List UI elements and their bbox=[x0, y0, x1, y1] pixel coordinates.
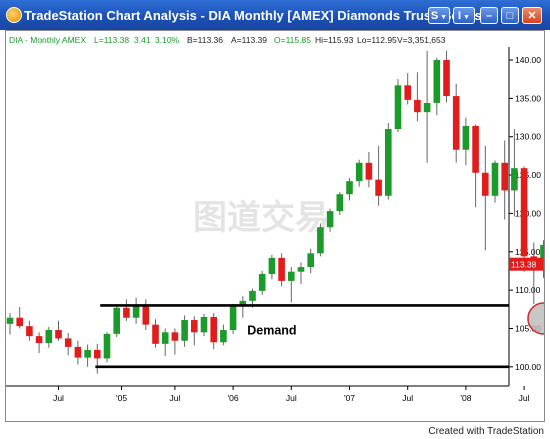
candle-body bbox=[200, 316, 208, 333]
y-tick-label: 130.00 bbox=[515, 132, 541, 142]
x-tick-label: '08 bbox=[460, 393, 471, 403]
x-tick-label: Jul bbox=[53, 393, 64, 403]
candle-body bbox=[385, 129, 392, 196]
candle-body bbox=[472, 125, 479, 173]
candle-body bbox=[375, 179, 382, 196]
candle-body bbox=[64, 338, 72, 347]
candle-body bbox=[404, 85, 411, 100]
candle-body bbox=[501, 162, 508, 191]
candle-body bbox=[520, 168, 528, 257]
x-tick-label: Jul bbox=[402, 393, 413, 403]
candle-body bbox=[268, 257, 276, 275]
candle-body bbox=[258, 274, 266, 291]
status-ask: A=113.39 bbox=[231, 35, 267, 45]
candle-body bbox=[26, 326, 33, 337]
x-tick-label: Jul bbox=[169, 393, 180, 403]
candle-body bbox=[103, 333, 111, 359]
candle-body bbox=[394, 85, 402, 130]
candle-body bbox=[16, 317, 23, 327]
watermark-text: 图道交易 bbox=[193, 198, 329, 237]
candle-body bbox=[365, 162, 373, 180]
y-tick-label: 100.00 bbox=[515, 362, 541, 372]
candle-body bbox=[142, 306, 150, 325]
candle-body bbox=[132, 306, 140, 318]
candle-body bbox=[161, 332, 169, 344]
candle-body bbox=[35, 336, 43, 344]
y-tick-label: 120.00 bbox=[515, 208, 541, 218]
candle-body bbox=[317, 227, 324, 254]
x-tick-label: Jul bbox=[519, 393, 530, 403]
x-tick-label: '05 bbox=[116, 393, 127, 403]
x-tick-label: '06 bbox=[228, 393, 239, 403]
candle-body bbox=[482, 172, 489, 196]
candle-body bbox=[423, 102, 431, 113]
candle-body bbox=[511, 168, 518, 191]
tradestation-logo-icon bbox=[6, 7, 22, 23]
x-tick-label: '07 bbox=[344, 393, 355, 403]
status-symbol: DIA - Monthly AMEX bbox=[9, 35, 86, 45]
candle-body bbox=[191, 320, 198, 333]
candle-body bbox=[443, 60, 450, 97]
candle-body bbox=[433, 60, 441, 103]
candle-body bbox=[74, 346, 82, 358]
candle-body bbox=[297, 267, 305, 272]
candle-body bbox=[6, 317, 14, 324]
status-last: L=113.38 bbox=[94, 35, 129, 45]
status-bid: B=113.36 bbox=[187, 35, 223, 45]
demand-label: Demand bbox=[247, 324, 296, 338]
candle-body bbox=[355, 162, 363, 182]
minimize-button[interactable]: – bbox=[480, 7, 498, 24]
status-line: DIA - Monthly AMEX L=113.38 3.41 3.10% B… bbox=[9, 35, 446, 45]
candle-body bbox=[84, 349, 91, 358]
s-dropdown-button[interactable]: S ▼ bbox=[428, 7, 450, 24]
i-dropdown-button[interactable]: I ▼ bbox=[453, 7, 475, 24]
status-open: O=115.85 bbox=[274, 35, 311, 45]
candle-body bbox=[220, 330, 227, 343]
candle-body bbox=[288, 271, 295, 281]
last-price-tag bbox=[509, 257, 543, 271]
candle-body bbox=[462, 125, 470, 150]
candle-body bbox=[336, 194, 344, 212]
x-tick-label: Jul bbox=[286, 393, 297, 403]
candle-body bbox=[210, 316, 217, 343]
window-titlebar: TradeStation Chart Analysis - DIA Monthl… bbox=[0, 0, 550, 30]
status-low: Lo=112.95 bbox=[357, 35, 397, 45]
candle-body bbox=[171, 332, 179, 341]
candle-body bbox=[94, 349, 101, 359]
status-change: 3.41 bbox=[134, 35, 151, 45]
candle-body bbox=[307, 253, 314, 268]
candle-body bbox=[55, 330, 62, 339]
candle-body bbox=[326, 211, 334, 228]
status-pct: 3.10% bbox=[155, 35, 180, 45]
candle-body bbox=[278, 257, 285, 281]
y-tick-label: 135.00 bbox=[515, 93, 541, 103]
y-tick-label: 115.00 bbox=[515, 247, 541, 257]
candle-body bbox=[113, 307, 120, 334]
candle-body bbox=[181, 320, 188, 341]
candle-body bbox=[346, 181, 353, 195]
y-tick-label: 125.00 bbox=[515, 170, 541, 180]
y-tick-label: 105.00 bbox=[515, 323, 541, 333]
close-button[interactable]: ✕ bbox=[522, 7, 542, 24]
candle-body bbox=[414, 99, 421, 113]
candle-body bbox=[491, 162, 499, 196]
candle-body bbox=[152, 324, 159, 344]
candle-body bbox=[239, 300, 247, 307]
maximize-button[interactable]: □ bbox=[501, 7, 519, 24]
y-tick-label: 140.00 bbox=[515, 55, 541, 65]
candle-body bbox=[452, 96, 460, 150]
chart-panel[interactable]: DIA - Monthly AMEX L=113.38 3.41 3.10% B… bbox=[5, 30, 550, 422]
status-high: Hi=115.93 bbox=[315, 35, 354, 45]
candle-body bbox=[45, 330, 53, 344]
candle-body bbox=[249, 290, 256, 301]
status-volume: V=3,351,653 bbox=[397, 35, 446, 45]
candle-body bbox=[229, 306, 237, 331]
y-tick-label: 110.00 bbox=[515, 285, 541, 295]
last-price-tag-text: 113.38 bbox=[511, 260, 537, 270]
price-chart[interactable]: DIA - Monthly AMEX L=113.38 3.41 3.10% B… bbox=[6, 31, 550, 421]
window-title: TradeStation Chart Analysis - DIA Monthl… bbox=[24, 8, 493, 23]
footer-credit: Created with TradeStation bbox=[428, 426, 544, 437]
candle-body bbox=[540, 244, 547, 267]
candle-body bbox=[123, 307, 130, 318]
